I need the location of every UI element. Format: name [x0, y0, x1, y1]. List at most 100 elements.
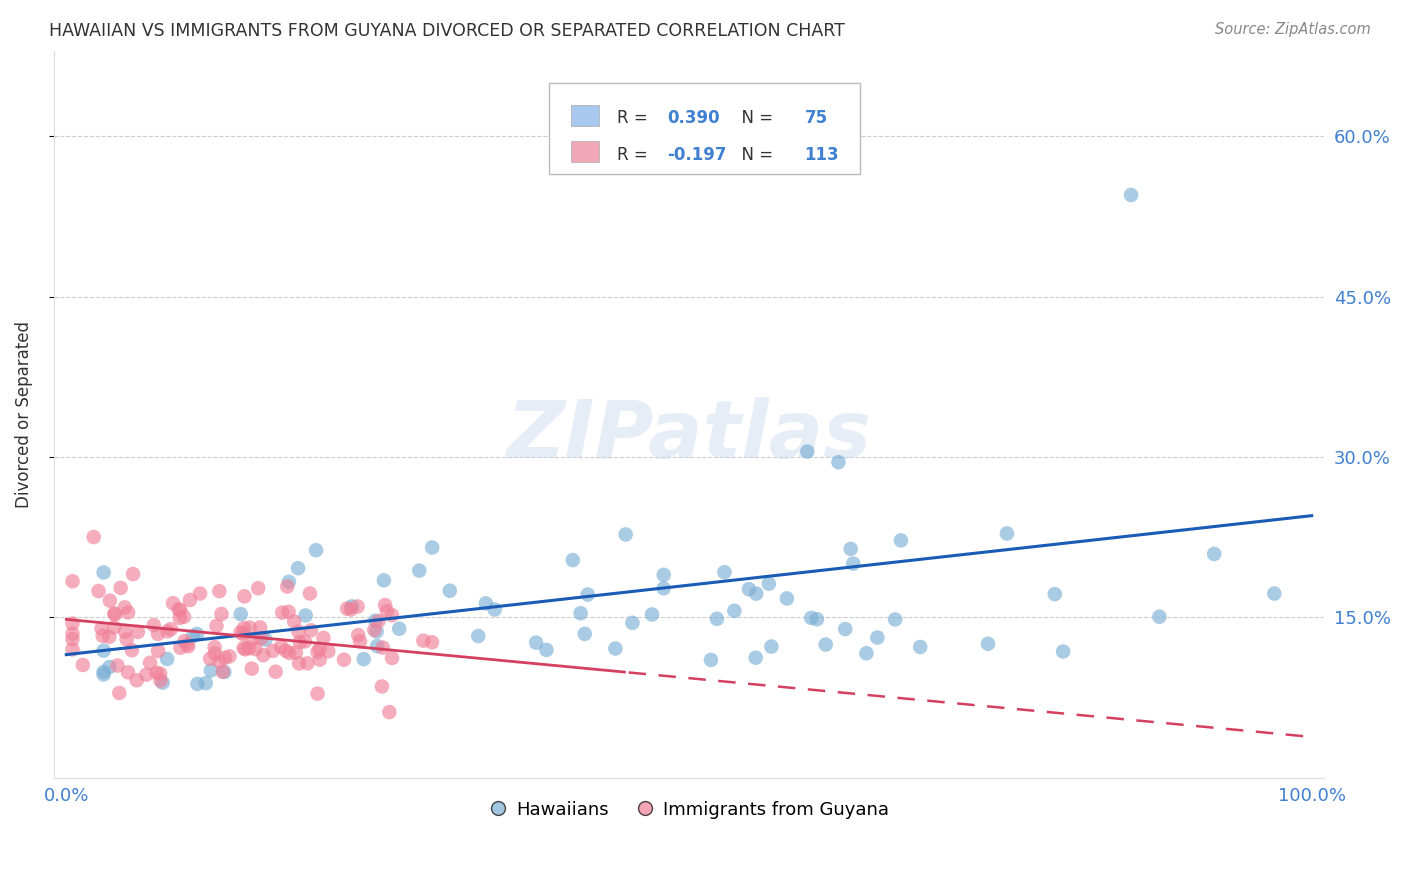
Point: [995, 526, 1018, 541]
Point: [283, 615, 305, 629]
Point: [524, 635, 547, 649]
Point: [156, 652, 179, 666]
Point: [294, 634, 316, 648]
Point: [173, 634, 195, 648]
Point: [211, 665, 233, 679]
Point: [340, 599, 363, 614]
Point: [561, 553, 583, 567]
Point: [117, 665, 139, 680]
Point: [186, 627, 208, 641]
Point: [233, 590, 256, 604]
Point: [208, 654, 231, 668]
Point: [262, 644, 284, 658]
Point: [827, 455, 849, 469]
Point: [146, 644, 169, 658]
Point: [249, 620, 271, 634]
Point: [87, 584, 110, 599]
Point: [574, 627, 596, 641]
Text: N =: N =: [731, 145, 779, 163]
Point: [381, 608, 404, 623]
Point: [287, 561, 309, 575]
Point: [605, 641, 627, 656]
Bar: [571, 104, 599, 126]
Point: [188, 586, 211, 600]
Point: [336, 601, 359, 615]
Point: [114, 600, 136, 615]
Point: [641, 607, 664, 622]
Point: [204, 647, 226, 661]
Point: [181, 629, 204, 643]
Point: [346, 599, 368, 614]
Point: [536, 643, 558, 657]
Point: [149, 673, 172, 688]
Point: [245, 642, 267, 657]
Point: [145, 665, 167, 680]
Text: R =: R =: [617, 110, 652, 128]
Point: [214, 650, 236, 665]
Point: [62, 616, 84, 631]
Point: [240, 632, 263, 647]
Point: [232, 627, 254, 641]
Point: [375, 604, 398, 618]
Point: [127, 624, 149, 639]
Point: [420, 635, 443, 649]
Point: [800, 611, 823, 625]
Point: [62, 642, 84, 657]
Point: [93, 643, 115, 657]
FancyBboxPatch shape: [550, 83, 860, 174]
Point: [738, 582, 761, 597]
Point: [420, 541, 443, 555]
Point: [439, 583, 461, 598]
Point: [252, 648, 274, 663]
Point: [806, 612, 828, 626]
Point: [200, 664, 222, 678]
Point: [173, 609, 195, 624]
Point: [364, 614, 387, 628]
Point: [475, 596, 498, 610]
Point: [218, 649, 240, 664]
Point: [98, 630, 121, 644]
Point: [307, 645, 329, 659]
Point: [160, 622, 183, 636]
Text: N =: N =: [731, 110, 779, 128]
Point: [366, 624, 388, 639]
Point: [1204, 547, 1226, 561]
Point: [340, 602, 363, 616]
Point: [93, 667, 115, 681]
Point: [744, 650, 766, 665]
Point: [240, 662, 263, 676]
Point: [179, 593, 201, 607]
Point: [890, 533, 912, 548]
Point: [287, 624, 309, 639]
Point: [284, 646, 307, 660]
Point: [277, 605, 299, 619]
Point: [93, 665, 115, 679]
Point: [621, 615, 644, 630]
Point: [745, 587, 768, 601]
Point: [169, 640, 191, 655]
Point: [264, 665, 287, 679]
Point: [388, 622, 411, 636]
Point: [169, 603, 191, 617]
Point: [367, 614, 389, 628]
Point: [374, 598, 396, 612]
Point: [62, 574, 84, 589]
Point: [652, 567, 675, 582]
Point: [1043, 587, 1066, 601]
Point: [278, 646, 301, 660]
Point: [214, 665, 236, 679]
Point: [194, 676, 217, 690]
Point: [229, 607, 252, 621]
Point: [839, 541, 862, 556]
Point: [363, 623, 385, 637]
Point: [723, 604, 745, 618]
Point: [156, 624, 179, 639]
Point: [107, 658, 129, 673]
Point: [98, 660, 121, 674]
Point: [866, 631, 889, 645]
Point: [169, 611, 191, 625]
Point: [569, 606, 592, 620]
Point: [776, 591, 799, 606]
Point: [299, 624, 322, 638]
Point: [135, 667, 157, 681]
